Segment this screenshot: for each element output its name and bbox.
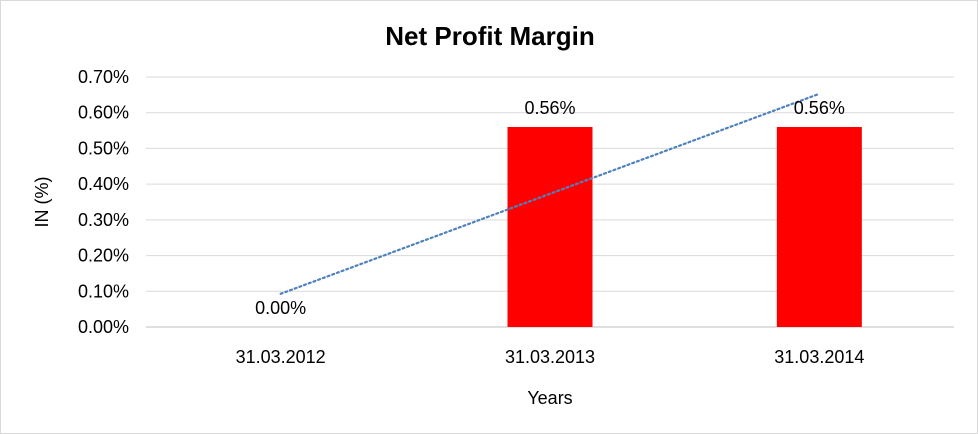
- chart-title: Net Profit Margin: [385, 21, 594, 51]
- data-label: 0.00%: [255, 298, 306, 318]
- y-tick-label: 0.40%: [78, 174, 129, 194]
- y-tick-label: 0.70%: [78, 67, 129, 87]
- y-tick-label: 0.20%: [78, 246, 129, 266]
- bars: [507, 127, 862, 327]
- trendline-line: [279, 92, 821, 295]
- bar-31.03.2014: [776, 127, 862, 327]
- x-tick-label: 31.03.2014: [774, 347, 864, 367]
- x-tick-label: 31.03.2013: [505, 347, 595, 367]
- trendline: [279, 92, 821, 295]
- x-axis-label: Years: [527, 388, 572, 408]
- data-label: 0.56%: [524, 98, 575, 118]
- y-tick-label: 0.60%: [78, 103, 129, 123]
- y-tick-label: 0.30%: [78, 210, 129, 230]
- data-label: 0.56%: [794, 98, 845, 118]
- y-tick-label: 0.10%: [78, 281, 129, 301]
- data-labels: 0.00% 0.56% 0.56%: [255, 98, 845, 318]
- y-tick-label: 0.50%: [78, 138, 129, 158]
- y-axis-ticks: 0.00% 0.10% 0.20% 0.30% 0.40% 0.50% 0.60% 0.70%: [78, 67, 129, 337]
- x-axis-ticks: 31.03.2012 31.03.2013 31.03.2014: [236, 347, 865, 367]
- y-tick-label: 0.00%: [78, 317, 129, 337]
- x-tick-label: 31.03.2012: [236, 347, 326, 367]
- y-axis-label: IN (%): [32, 177, 52, 228]
- bar-31.03.2013: [507, 127, 593, 327]
